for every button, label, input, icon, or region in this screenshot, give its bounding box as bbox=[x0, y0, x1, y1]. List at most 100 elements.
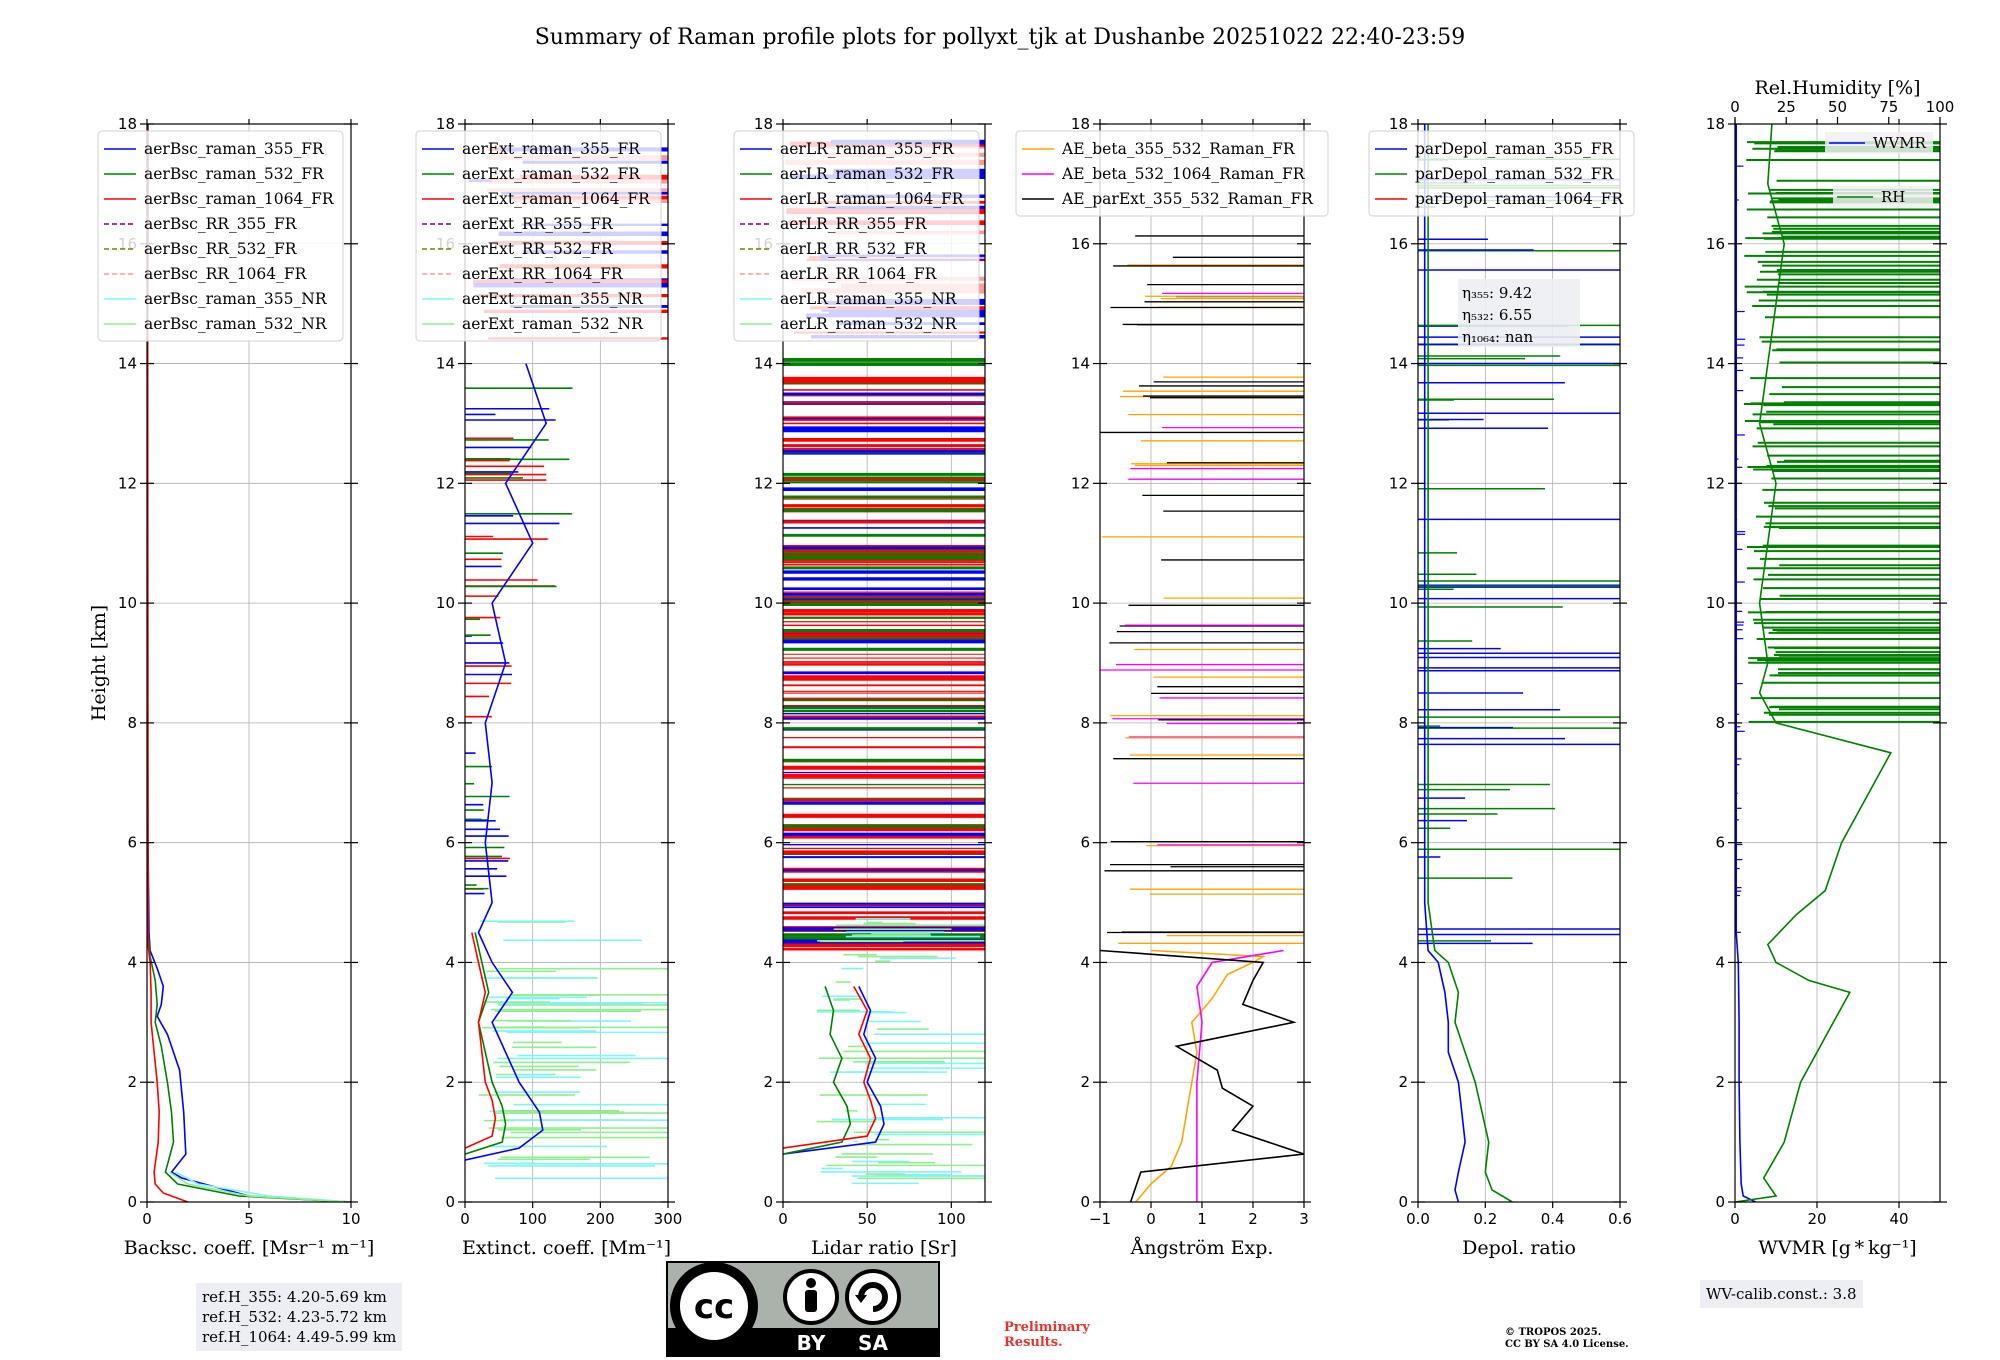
y-axis-label: Height [km] bbox=[88, 605, 110, 721]
legend-label: aerLR_RR_1064_FR bbox=[780, 265, 938, 283]
series-line-aerBsc_raman_532_NR bbox=[168, 1171, 351, 1202]
series-line-aerBsc_raman_532_FR bbox=[147, 124, 351, 1202]
x-tick-label: 0.2 bbox=[1473, 1210, 1497, 1228]
y-tick-label: 12 bbox=[1389, 474, 1408, 492]
y-tick-label: 16 bbox=[1071, 235, 1090, 253]
legend-label: aerLR_raman_355_FR bbox=[780, 140, 955, 158]
x-tick-label: 0 bbox=[460, 1210, 470, 1228]
axes-frame-ext bbox=[464, 123, 669, 1203]
share-alike-icon bbox=[845, 1269, 901, 1325]
cc-text: cc bbox=[694, 1287, 734, 1327]
legend-label: aerExt_RR_532_FR bbox=[462, 240, 614, 258]
noise-ae bbox=[1100, 235, 1304, 944]
legend-ae: AE_beta_355_532_Raman_FR AE_beta_532_1064… bbox=[1015, 130, 1329, 217]
ticks-bsc bbox=[140, 119, 358, 1208]
y-tick-label: 8 bbox=[127, 714, 137, 732]
x-tick-label: 40 bbox=[1889, 1210, 1908, 1228]
legend-label: aerBsc_raman_355_NR bbox=[144, 290, 328, 308]
legend-box bbox=[1015, 130, 1329, 217]
y-tick-label: 6 bbox=[763, 834, 773, 852]
y-tick-label: 4 bbox=[1715, 953, 1725, 971]
x-tick-label: 0.6 bbox=[1608, 1210, 1632, 1228]
x-tick-label: 0 bbox=[778, 1210, 788, 1228]
ticks-ae bbox=[1093, 119, 1311, 1208]
top-x-tick-label: 0 bbox=[1730, 98, 1740, 116]
legend-label: aerExt_raman_355_NR bbox=[462, 290, 644, 308]
x-tick-label: 100 bbox=[937, 1210, 966, 1228]
y-tick-label: 2 bbox=[763, 1073, 773, 1091]
x-tick-label: 1 bbox=[1197, 1210, 1207, 1228]
legend-depol: parDepol_raman_355_FR parDepol_raman_532_… bbox=[1368, 130, 1635, 217]
y-tick-label: 6 bbox=[1398, 834, 1408, 852]
y-tick-label: 14 bbox=[436, 355, 455, 373]
y-tick-label: 18 bbox=[436, 115, 455, 133]
legend-label: aerBsc_raman_532_FR bbox=[144, 165, 325, 183]
y-tick-label: 12 bbox=[1071, 474, 1090, 492]
legend-label: aerBsc_RR_355_FR bbox=[144, 215, 298, 233]
legend-label: aerBsc_raman_532_NR bbox=[144, 315, 328, 333]
axes-frame-lr bbox=[782, 123, 986, 1203]
y-tick-label: 8 bbox=[763, 714, 773, 732]
copyright-line-2: CC BY SA 4.0 License. bbox=[1505, 1339, 1629, 1350]
legend-label: aerExt_raman_532_NR bbox=[462, 315, 644, 333]
by-label: BY bbox=[797, 1331, 826, 1355]
y-tick-label: 6 bbox=[1080, 834, 1090, 852]
y-tick-label: 18 bbox=[118, 115, 137, 133]
legend-label: parDepol_raman_355_FR bbox=[1415, 140, 1615, 158]
legend-label: aerExt_RR_1064_FR bbox=[462, 265, 624, 283]
ticks-depol bbox=[1411, 119, 1627, 1208]
legend-box bbox=[415, 130, 662, 342]
legend-label: aerBsc_RR_1064_FR bbox=[144, 265, 308, 283]
panel-wv: 0 2 4 6 8 10 12 14 16 18 0 20 40 WVMR [g * kg⁻¹] 0 25 50… bbox=[1706, 77, 1954, 1259]
y-tick-label: 4 bbox=[445, 953, 455, 971]
y-tick-label: 2 bbox=[1080, 1073, 1090, 1091]
y-tick-label: 4 bbox=[763, 953, 773, 971]
ref-height-355: ref.H_355: 4.20-5.69 km bbox=[202, 1288, 387, 1306]
wv-calib-box: WV-calib.const.: 3.8 bbox=[1700, 1280, 1863, 1308]
legend-lr: aerLR_raman_355_FR aerLR_raman_532_FR aerL… bbox=[733, 130, 980, 342]
series-lr bbox=[783, 986, 885, 1155]
y-tick-label: 6 bbox=[1715, 834, 1725, 852]
legend-label: aerLR_raman_532_NR bbox=[780, 315, 958, 333]
y-tick-label: 6 bbox=[445, 834, 455, 852]
y-tick-label: 8 bbox=[1398, 714, 1408, 732]
x-axis-label: WVMR [g * kg⁻¹] bbox=[1758, 1237, 1916, 1259]
legend-label: WVMR bbox=[1873, 134, 1927, 152]
x-tick-label: 5 bbox=[244, 1210, 254, 1228]
x-tick-label: 0.4 bbox=[1541, 1210, 1565, 1228]
y-tick-label: 12 bbox=[436, 474, 455, 492]
series-line-AE_parExt_355_532_Raman_FR bbox=[1100, 949, 1304, 1202]
reference-height-box: ref.H_355: 4.20-5.69 km ref.H_532: 4.23-… bbox=[196, 1283, 403, 1351]
series-ext bbox=[465, 363, 548, 1161]
legend-bsc: aerBsc_raman_355_FR aerBsc_raman_532_FRae… bbox=[97, 130, 344, 342]
eta-box bbox=[1458, 279, 1580, 347]
x-axis-label: Ångström Exp. bbox=[1130, 1237, 1274, 1259]
y-tick-label: 2 bbox=[127, 1073, 137, 1091]
x-tick-label: 0 bbox=[1730, 1210, 1740, 1228]
y-tick-label: 18 bbox=[754, 115, 773, 133]
x-axis-label: Lidar ratio [Sr] bbox=[811, 1237, 957, 1259]
eta-annotations: η₃₅₅: 9.42 η₅₃₂: 6.55 η₁₀₆₄: nan bbox=[1458, 279, 1580, 347]
series-ae bbox=[1100, 949, 1304, 1202]
ticks-wv bbox=[1728, 117, 1947, 1208]
x-tick-label: 0.0 bbox=[1406, 1210, 1430, 1228]
y-tick-label: 0 bbox=[1715, 1193, 1725, 1211]
legend-label: aerExt_RR_355_FR bbox=[462, 215, 614, 233]
eta-532: η₅₃₂: 6.55 bbox=[1462, 306, 1532, 324]
figure-title: Summary of Raman profile plots for polly… bbox=[535, 25, 1466, 50]
y-tick-label: 10 bbox=[118, 594, 137, 612]
y-tick-label: 8 bbox=[1080, 714, 1090, 732]
x-tick-label: 0 bbox=[142, 1210, 152, 1228]
series-line-AE_beta_355_532_Raman_FR bbox=[1135, 949, 1266, 1202]
legend-label: aerBsc_RR_532_FR bbox=[144, 240, 298, 258]
legend-box bbox=[1833, 186, 1933, 208]
y-tick-label: 16 bbox=[1389, 235, 1408, 253]
panels: 0246810121416180510Backsc. coeff. [Msr⁻¹… bbox=[88, 77, 1954, 1259]
ref-height-532: ref.H_532: 4.23-5.72 km bbox=[202, 1308, 387, 1326]
y-tick-label: 10 bbox=[436, 594, 455, 612]
top-x-tick-label: 50 bbox=[1828, 98, 1847, 116]
y-tick-label: 14 bbox=[754, 355, 773, 373]
series-line-aerLR_raman_355_FR bbox=[783, 986, 885, 1155]
legend-label: aerBsc_raman_355_FR bbox=[144, 140, 325, 158]
